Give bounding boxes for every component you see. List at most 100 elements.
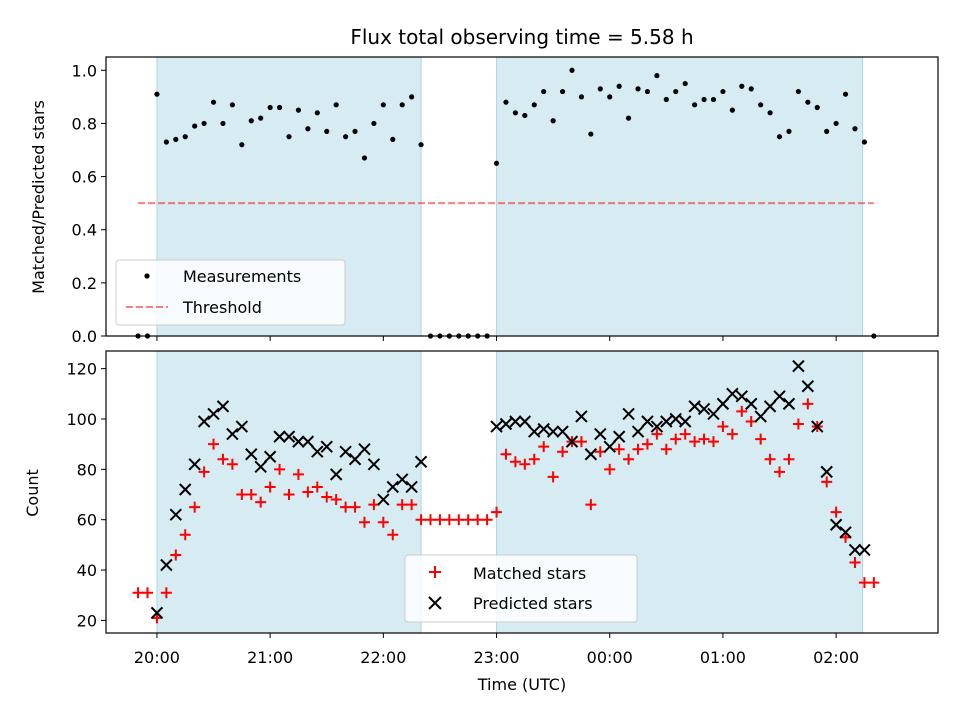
- predicted-star-point: [782, 397, 796, 411]
- predicted-star-point: [735, 390, 748, 403]
- predicted-star-point: [518, 415, 532, 428]
- x-tick-label: 21:00: [247, 648, 293, 667]
- matched-star-point: [255, 496, 267, 508]
- measurement-point: [229, 102, 236, 108]
- predicted-star-point: [594, 427, 607, 441]
- measurement-point: [795, 88, 801, 95]
- predicted-star-point: [811, 420, 824, 433]
- measurement-point: [371, 120, 377, 127]
- predicted-star-point: [358, 442, 371, 456]
- matched-star-point: [311, 481, 323, 493]
- matched-star-point: [274, 463, 286, 475]
- measurement-point: [163, 139, 169, 145]
- predicted-star-point: [745, 397, 758, 411]
- measurement-point: [173, 136, 179, 142]
- y-tick-label: 0.8: [72, 114, 97, 133]
- measurement-point: [720, 88, 726, 95]
- matched-star-point: [830, 506, 842, 518]
- measurement-point: [399, 102, 405, 108]
- predicted-star-point: [179, 483, 192, 496]
- matched-star-point: [189, 501, 201, 513]
- measurement-point: [201, 120, 207, 127]
- predicted-star-point: [669, 412, 682, 426]
- measurement-point: [541, 88, 547, 95]
- measurement-point: [267, 104, 273, 111]
- matched-star-point: [736, 405, 748, 417]
- matched-star-point: [670, 433, 682, 445]
- measurement-point: [418, 142, 424, 148]
- matched-star-point: [557, 446, 569, 458]
- measurement-point: [333, 102, 339, 108]
- x-tick-label: 01:00: [700, 648, 746, 667]
- predicted-star-point: [320, 440, 333, 453]
- legend-predicted-label: Predicted stars: [473, 594, 593, 613]
- measurement-point: [276, 104, 283, 111]
- matched-star-point: [208, 438, 220, 450]
- bottom-legend: Matched stars Predicted stars: [404, 554, 638, 623]
- measurement-point: [192, 123, 198, 129]
- legend-matched-marker: [429, 566, 441, 578]
- measurement-point: [852, 126, 858, 132]
- measurement-point: [286, 134, 292, 140]
- measurement-point: [758, 102, 764, 108]
- predicted-star-point: [509, 415, 522, 428]
- predicted-star-point: [490, 420, 503, 433]
- matched-star-point: [358, 516, 370, 528]
- matched-star-point: [321, 491, 333, 503]
- matched-star-point: [377, 516, 389, 528]
- measurement-point: [748, 86, 754, 92]
- measurement-point: [692, 102, 698, 108]
- top-legend-box: [115, 259, 346, 326]
- measurement-point: [616, 83, 622, 89]
- matched-star-point: [302, 486, 314, 498]
- predicted-star-point: [641, 415, 654, 428]
- matched-star-points: [132, 398, 880, 624]
- measurement-point: [531, 102, 537, 108]
- predicted-star-point: [773, 390, 786, 403]
- measurement-point: [588, 131, 594, 137]
- y-tick-label: 40: [77, 561, 97, 580]
- measurement-point: [258, 115, 264, 121]
- measurement-point: [361, 155, 368, 161]
- predicted-star-point: [329, 468, 343, 481]
- shaded-interval: [496, 56, 864, 337]
- matched-star-point: [226, 458, 238, 470]
- predicted-star-point: [405, 480, 418, 494]
- measurement-point: [503, 99, 509, 105]
- predicted-star-point: [697, 402, 711, 416]
- bottom-plot-frame: [105, 350, 939, 634]
- measurement-point: [842, 91, 849, 97]
- matched-star-point: [349, 501, 361, 513]
- matched-star-point: [774, 466, 786, 478]
- predicted-star-point: [820, 465, 833, 479]
- matched-star-point: [821, 476, 833, 488]
- matched-star-point: [396, 499, 408, 511]
- bottom-x-ticks: 20:00 21:00 22:00 23:00 00:00 01:00 02:00: [134, 633, 859, 667]
- predicted-star-point: [414, 455, 428, 468]
- measurement-point: [352, 128, 358, 134]
- top-x-ticks: [156, 336, 837, 341]
- matched-star-point: [453, 514, 465, 526]
- matched-star-point: [707, 436, 719, 448]
- measurement-point: [729, 107, 735, 113]
- predicted-star-point: [282, 430, 296, 443]
- bottom-legend-box: [404, 554, 638, 623]
- matched-star-point: [660, 443, 672, 455]
- predicted-star-point: [348, 453, 362, 466]
- measurement-point: [739, 83, 745, 89]
- matched-star-point: [434, 514, 446, 526]
- measurement-point: [776, 134, 783, 140]
- y-tick-label: 0.4: [72, 221, 97, 240]
- x-tick-label: 00:00: [587, 648, 633, 667]
- predicted-star-point: [839, 526, 852, 539]
- predicted-star-point: [858, 543, 871, 557]
- predicted-star-point: [754, 410, 767, 423]
- predicted-star-point: [188, 458, 201, 471]
- measurement-point: [701, 96, 707, 103]
- y-tick-label: 0.2: [72, 274, 97, 293]
- predicted-star-point: [311, 445, 324, 458]
- predicted-star-point: [245, 448, 258, 461]
- predicted-star-point: [395, 473, 409, 486]
- measurement-point: [493, 160, 500, 166]
- matched-star-point: [698, 433, 710, 445]
